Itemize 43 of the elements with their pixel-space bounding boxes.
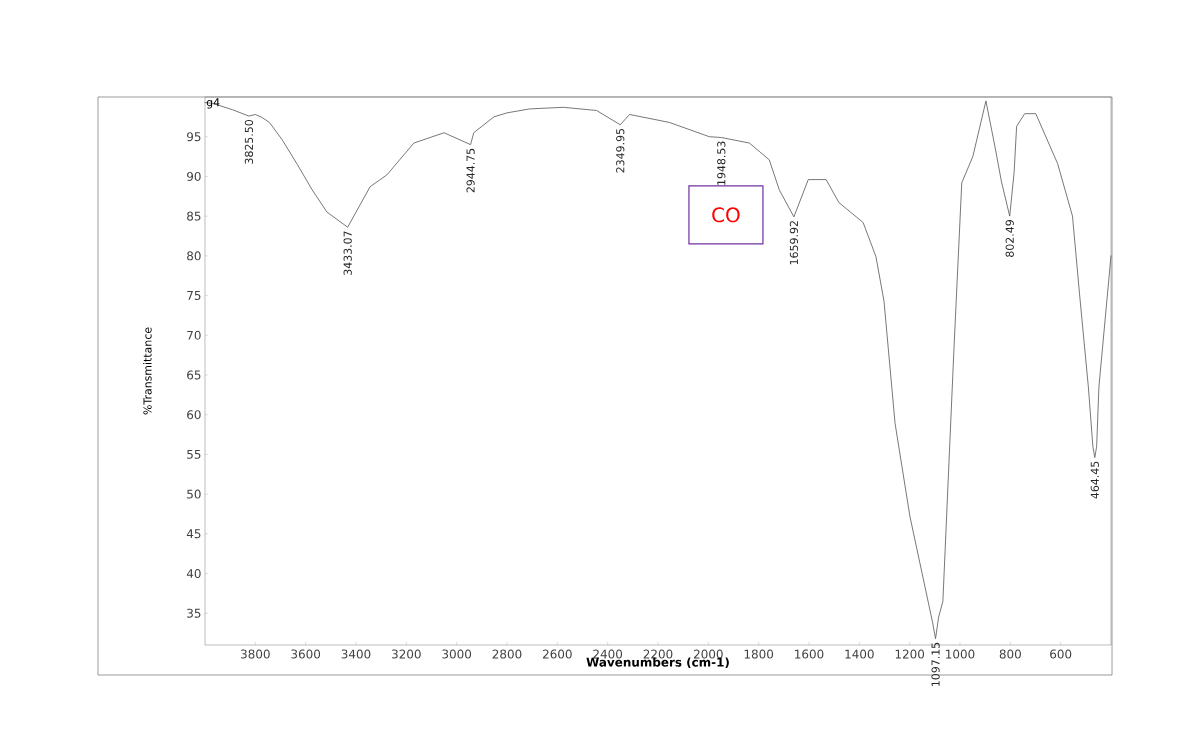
- x-tick-label: 2000: [693, 649, 723, 659]
- y-tick-label: 55: [187, 449, 201, 459]
- annotation: 1948.53: [717, 141, 726, 185]
- annotation: 464.45: [1090, 461, 1099, 499]
- x-axis-title: Wavenumbers (cm-1): [586, 657, 729, 669]
- y-tick-label: 45: [186, 529, 201, 539]
- y-tick-label: 80: [187, 251, 201, 261]
- x-tick-label: 3200: [392, 649, 421, 659]
- x-tick-label: 2600: [542, 649, 572, 659]
- annotation: 3825.50: [244, 119, 254, 164]
- annotation: 2349.95: [616, 128, 625, 173]
- x-tick-label: 1400: [845, 649, 874, 659]
- y-axis-title: %Transmittance: [143, 327, 152, 415]
- x-tick-label: 600: [1050, 649, 1072, 659]
- x-tick-label: 1200: [895, 649, 925, 659]
- y-tick-label: 40: [186, 569, 201, 579]
- x-tick-label: 1600: [795, 649, 824, 659]
- annotation: 2944.75: [466, 148, 475, 193]
- y-tick-label: 75: [187, 291, 201, 300]
- y-tick-label: 70: [187, 330, 201, 340]
- x-tick-label: 1800: [744, 649, 774, 659]
- y-tick-label: 95: [187, 132, 201, 142]
- y-tick-label: 50: [187, 489, 201, 499]
- x-tick-label: 2800: [492, 649, 522, 659]
- x-tick-label: 3400: [341, 649, 371, 659]
- annotation: 1097.15: [931, 642, 940, 686]
- y-tick-label: 90: [187, 171, 201, 181]
- annotation: 3433.07: [343, 231, 352, 275]
- annotation: 802.49: [1005, 220, 1014, 257]
- annotation: CO: [712, 207, 740, 223]
- y-tick-label: 60: [187, 410, 201, 420]
- x-tick-label: 2200: [643, 649, 673, 659]
- x-tick-label: 800: [999, 649, 1021, 659]
- x-tick-label: 1000: [946, 649, 975, 659]
- y-tick-label: 85: [187, 211, 201, 221]
- annotation: g4: [206, 98, 220, 109]
- annotation: 1659.92: [789, 221, 799, 265]
- y-tick-label: 35: [187, 608, 201, 618]
- x-tick-label: 2400: [593, 649, 623, 659]
- x-tick-label: 3800: [241, 649, 270, 659]
- x-tick-label: 3000: [442, 649, 472, 659]
- x-tick-label: 3600: [291, 649, 321, 659]
- y-tick-label: 65: [187, 370, 201, 380]
